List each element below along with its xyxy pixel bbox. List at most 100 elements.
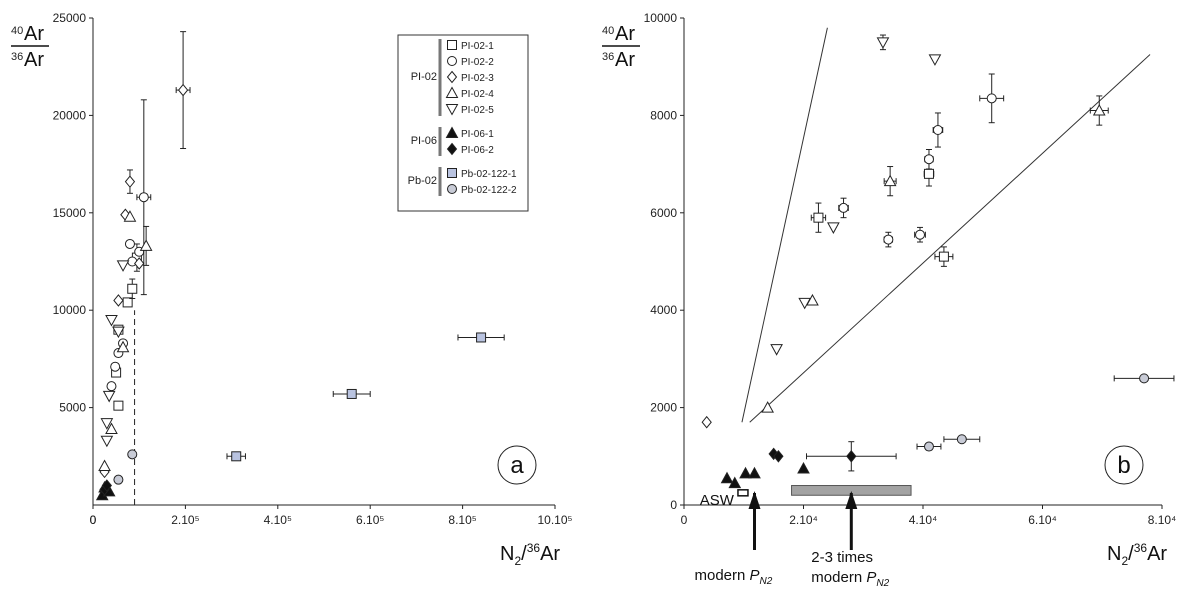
panel-b: 0 2000 4000 6000 8000 10000 0 2.10⁴ 4.10⁴ 6.10⁴ 8.… — [602, 11, 1176, 589]
y-tick-label: 10000 — [53, 303, 87, 317]
y-label-main2: Ar — [615, 49, 635, 71]
y-tick-label: 10000 — [644, 11, 678, 25]
annotation-text-line2: modern PN2 — [811, 569, 889, 589]
annotation: 2-3 times modern PN2 — [811, 491, 890, 589]
y-tick-label: 25000 — [53, 11, 87, 25]
data-point — [1092, 103, 1106, 116]
data-point — [116, 260, 130, 272]
y-label-sup2: 36 — [602, 51, 614, 63]
series-PI-02-1 — [111, 243, 142, 411]
series-PI-02-2 — [838, 73, 1005, 248]
data-point — [113, 474, 124, 485]
series-PI-02-4 — [98, 210, 153, 472]
legend-entry-label: PI-02-5 — [461, 105, 494, 116]
y-tick-label: 8000 — [650, 108, 677, 122]
series-PI-06-2 — [768, 441, 897, 472]
legend-marker — [447, 56, 457, 66]
annotation-arrow-head — [845, 491, 858, 509]
x-label-text: N2/36Ar — [1107, 541, 1167, 568]
annotation-text: 2-3 times — [811, 549, 873, 566]
data-point — [123, 210, 137, 222]
data-point — [127, 283, 138, 294]
data-point — [346, 388, 357, 399]
data-point — [739, 466, 752, 479]
y-label-sup2: 36 — [11, 51, 23, 63]
series-PI-02-5 — [770, 34, 942, 356]
data-point — [105, 422, 118, 435]
data-point — [113, 294, 124, 307]
data-point — [798, 297, 812, 310]
data-point — [838, 202, 849, 213]
y-tick-label: 0 — [670, 498, 677, 512]
series-PI-02-5 — [100, 260, 130, 448]
legend-entry-label: PI-06-2 — [461, 145, 494, 156]
data-point — [813, 212, 824, 223]
data-point — [773, 450, 784, 463]
data-point — [102, 390, 116, 403]
data-point — [827, 222, 840, 234]
x-tick-label: 2.10⁵ — [171, 513, 199, 527]
y-label-sup: 40 — [602, 25, 614, 37]
data-point — [113, 400, 124, 411]
data-point — [770, 344, 783, 356]
annotation-arrow-head — [748, 491, 761, 509]
data-point — [923, 441, 934, 452]
legend-entry-label: PI-06-1 — [461, 129, 494, 140]
data-point — [797, 461, 810, 474]
data-point — [231, 451, 242, 462]
y-tick-label: 6000 — [650, 206, 677, 220]
series-PI-02-2 — [106, 99, 152, 392]
data-point — [124, 175, 136, 188]
legend-entry-label: Pb-02-122-1 — [461, 169, 517, 180]
reference-line — [741, 27, 828, 423]
x-tick-label: 10.10⁵ — [537, 513, 572, 527]
y-tick-label: 15000 — [53, 206, 87, 220]
data-point — [876, 37, 890, 49]
legend: PI-02-1 PI-02-2 PI-02-3 PI-02-4 PI-02-5 PI-02… — [397, 34, 529, 212]
x-axis-label: N2/36Ar — [1107, 541, 1167, 568]
legend-entry-label: Pb-02-122-2 — [461, 185, 517, 196]
data-point — [986, 93, 997, 104]
y-tick-label: 5000 — [59, 401, 86, 415]
data-point — [915, 229, 926, 240]
y-label-main: Ar — [615, 23, 635, 45]
y-tick-label: 4000 — [650, 303, 677, 317]
data-point — [748, 466, 761, 479]
legend-marker — [446, 142, 458, 156]
data-point — [928, 54, 942, 66]
panel-letter: b — [1117, 452, 1130, 479]
legend-marker — [447, 40, 457, 50]
data-point — [701, 415, 712, 429]
data-point — [112, 326, 125, 339]
legend-marker — [447, 184, 457, 194]
data-point — [139, 239, 153, 251]
legend-entry-label: PI-02-3 — [461, 73, 494, 84]
series-PI-02-4 — [761, 95, 1109, 413]
legend-marker — [445, 104, 459, 116]
data-point — [938, 251, 949, 262]
x-tick-label: 6.10⁴ — [1028, 513, 1057, 527]
data-point — [105, 314, 118, 327]
legend-group-label: Pb-02 — [408, 175, 437, 187]
series-PI-02-1 — [810, 161, 954, 267]
data-point — [1139, 373, 1150, 384]
y-tick-label: 20000 — [53, 108, 87, 122]
data-point — [177, 83, 189, 97]
x-axis-label: N2/36Ar — [500, 541, 560, 568]
y-label-sup: 40 — [11, 25, 23, 37]
panel-a: 5000 10000 15000 20000 25000 0 2.10⁵ 4.10⁵ 6.10⁵… — [11, 11, 573, 568]
annotation-text: modern PN2 — [695, 567, 773, 587]
series-Pb-02-122-2 — [113, 449, 138, 485]
legend-group-label: PI-02 — [411, 71, 437, 83]
data-point — [124, 238, 135, 249]
series-Pb-02-122-2 — [916, 373, 1175, 452]
data-point — [100, 435, 114, 448]
legend-group-label: PI-06 — [411, 135, 437, 147]
data-point — [100, 418, 114, 430]
data-point — [98, 459, 111, 472]
panel-letter-circle — [1104, 445, 1144, 485]
legend-marker — [445, 86, 459, 98]
series-PI-06-2 — [99, 479, 113, 496]
x-tick-label: 6.10⁵ — [356, 513, 384, 527]
